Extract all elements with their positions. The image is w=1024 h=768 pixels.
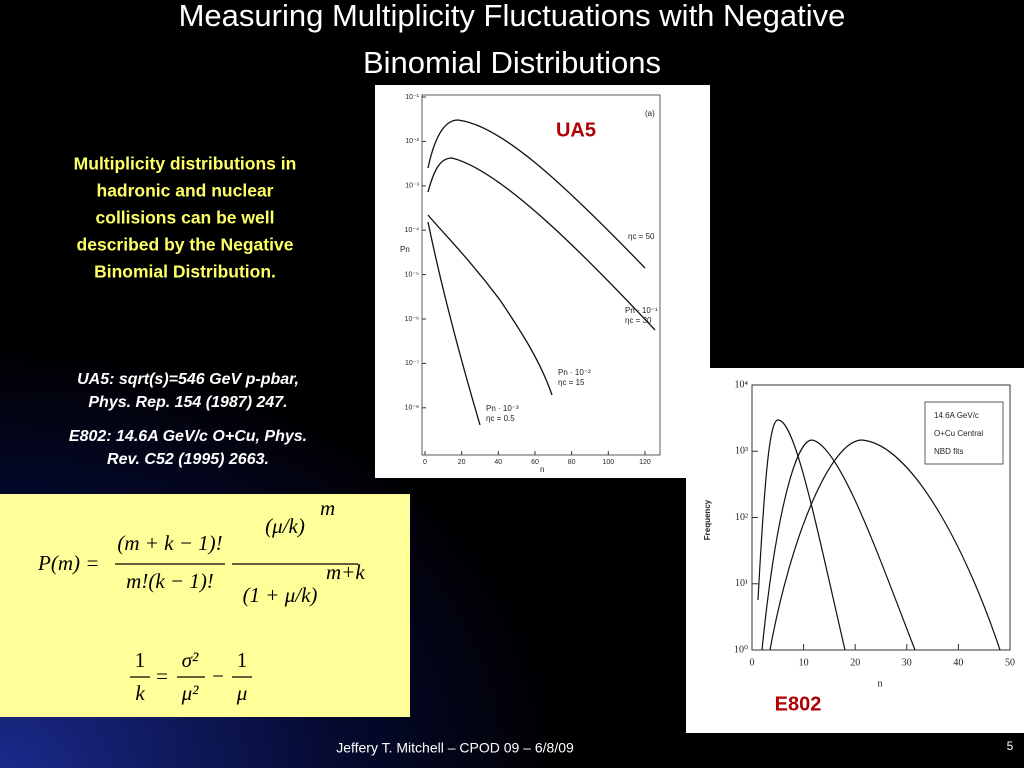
y-tick-label: 10⁻³ xyxy=(405,183,419,190)
y-tick-label: 10⁴ xyxy=(735,379,749,390)
axis-label: n xyxy=(540,465,544,474)
ua5-curves xyxy=(427,119,656,426)
legend-box xyxy=(924,401,1004,465)
formula-text: k xyxy=(135,681,145,705)
description-line: Binomial Distribution. xyxy=(94,262,276,282)
formula-text: (1 + μ/k) xyxy=(243,583,318,607)
y-tick-label: 10² xyxy=(735,512,748,523)
curve-label: ηc = 30 xyxy=(625,316,652,325)
legend-text: 14.6A GeV/c xyxy=(934,411,979,420)
description-line: collisions can be well xyxy=(96,208,275,228)
legend-text: NBD fits xyxy=(934,447,963,456)
page-number: 5 xyxy=(1007,739,1014,753)
curve xyxy=(427,214,553,396)
curve xyxy=(769,439,1001,651)
plot-label: UA5 xyxy=(556,119,596,141)
y-tick-label: 10⁻² xyxy=(405,138,419,145)
y-tick-label: 10⁻⁵ xyxy=(405,271,419,278)
curve-label: ηc = 0.5 xyxy=(486,414,515,423)
panel-label: (a) xyxy=(645,109,655,118)
formula-text: 1 xyxy=(237,648,248,672)
x-tick-label: 80 xyxy=(568,459,576,466)
formula-text: m!(k − 1)! xyxy=(126,569,214,593)
x-tick-label: 100 xyxy=(602,459,614,466)
formula-text: 1 xyxy=(135,648,146,672)
e802-curves xyxy=(757,419,1001,651)
y-tick-label: 10⁻⁷ xyxy=(405,360,419,367)
formula-box xyxy=(0,494,410,717)
x-tick-label: 50 xyxy=(1005,657,1015,668)
y-tick-label: 10¹ xyxy=(735,578,748,589)
y-tick-label: 10⁻¹ xyxy=(405,94,419,101)
y-tick-label: 10⁻⁴ xyxy=(405,227,420,234)
description-line: hadronic and nuclear xyxy=(97,181,274,201)
curve-label: ηc = 50 xyxy=(628,232,655,241)
x-tick-label: 30 xyxy=(902,657,912,668)
curve xyxy=(427,157,656,331)
x-tick-label: 40 xyxy=(953,657,963,668)
curve-label: Pn · 10⁻¹ xyxy=(625,306,658,315)
legend-text: O+Cu Central xyxy=(934,429,983,438)
curve xyxy=(427,221,481,426)
reference-line: Rev. C52 (1995) 2663. xyxy=(107,451,269,468)
title-line: Binomial Distributions xyxy=(363,45,661,80)
curve-label: Pn · 10⁻² xyxy=(558,368,591,377)
y-tick-label: 10⁰ xyxy=(734,644,748,655)
formula-text: σ² xyxy=(182,648,199,672)
axis-label: Pn xyxy=(400,245,410,254)
x-tick-label: 20 xyxy=(850,657,860,668)
description-line: described by the Negative xyxy=(77,235,294,255)
ua5-plot xyxy=(375,85,710,478)
title-line: Measuring Multiplicity Fluctuations with… xyxy=(179,0,846,33)
formula-text: (m + k − 1)! xyxy=(117,531,222,555)
description-line: Multiplicity distributions in xyxy=(74,154,297,174)
reference-line: Phys. Rep. 154 (1987) 247. xyxy=(88,394,287,411)
x-tick-label: 120 xyxy=(639,459,651,466)
curve xyxy=(761,439,916,651)
curve xyxy=(757,419,846,651)
x-tick-label: 10 xyxy=(799,657,809,668)
curve-label: ηc = 15 xyxy=(558,378,585,387)
plot-label: E802 xyxy=(775,693,822,715)
formula-text: (μ/k) xyxy=(265,514,305,538)
footer: Jeffery T. Mitchell – CPOD 09 – 6/8/09 xyxy=(336,740,574,756)
x-tick-label: 0 xyxy=(750,657,755,668)
x-tick-label: 0 xyxy=(423,459,427,466)
formula-text: μ xyxy=(236,681,248,705)
curve xyxy=(427,119,646,269)
formula-exponent: m+k xyxy=(326,560,365,584)
x-tick-label: 20 xyxy=(458,459,466,466)
y-tick-label: 10⁻⁶ xyxy=(405,316,419,323)
curve-label: Pn · 10⁻³ xyxy=(486,404,519,413)
x-tick-label: 60 xyxy=(531,459,539,466)
y-tick-label: 10⁻⁸ xyxy=(405,405,419,412)
axis-label: n xyxy=(878,678,883,689)
formula-text: P(m) = xyxy=(37,551,99,575)
formula-text: μ² xyxy=(181,681,200,705)
x-tick-label: 40 xyxy=(494,459,502,466)
formula-exponent: m xyxy=(320,496,335,520)
formula: P(m) = (m + k − 1)! m!(k − 1)! (μ/k) m (… xyxy=(37,496,365,705)
reference-line: UA5: sqrt(s)=546 GeV p-pbar, xyxy=(77,371,299,388)
axis-label: Frequency xyxy=(703,499,712,540)
y-tick-label: 10³ xyxy=(735,446,748,457)
formula-text: − xyxy=(212,664,224,688)
reference-line: E802: 14.6A GeV/c O+Cu, Phys. xyxy=(69,428,307,445)
formula-text: = xyxy=(156,664,168,688)
